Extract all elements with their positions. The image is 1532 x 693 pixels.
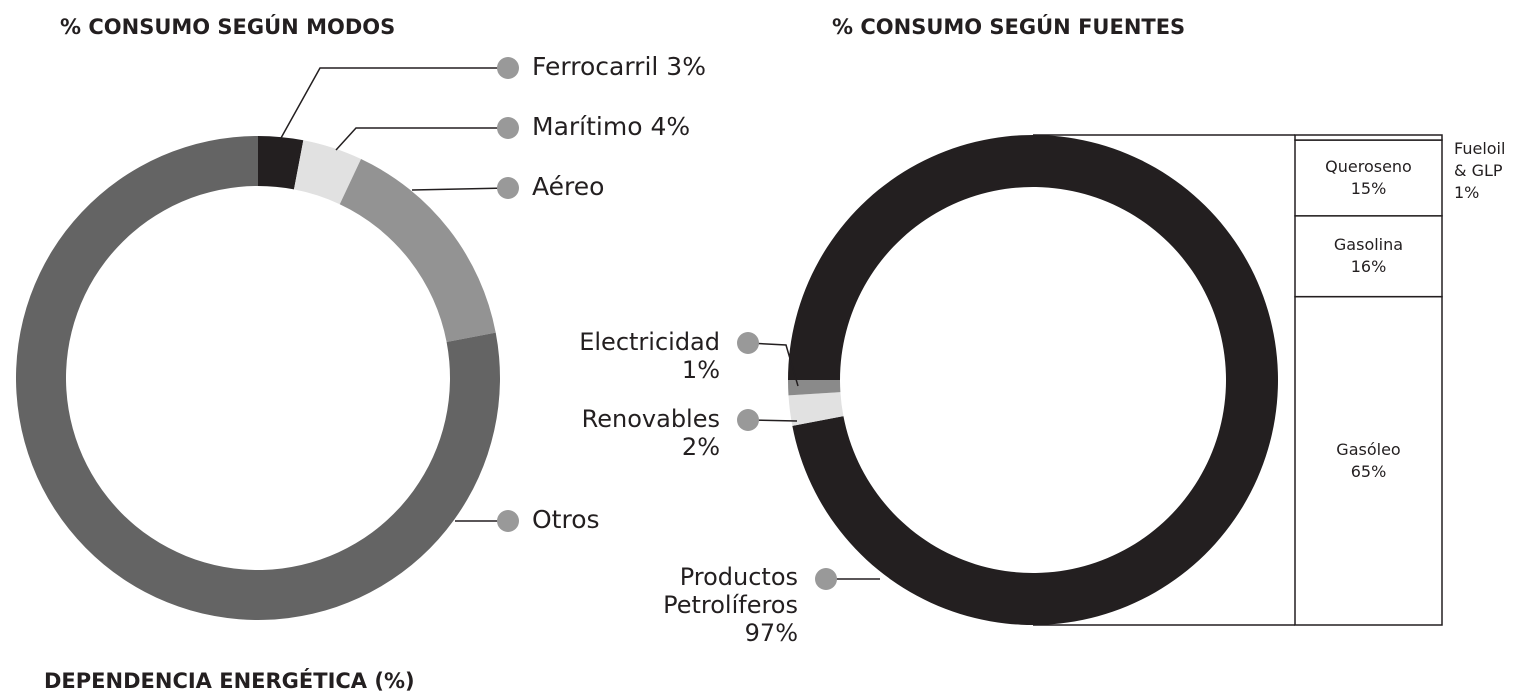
segment-label: Gasóleo 65% [1295, 439, 1442, 483]
segment-name: Gasóleo [1336, 439, 1401, 459]
segment-name: Queroseno [1325, 156, 1412, 176]
bar-segment [1294, 215, 1443, 298]
legend-dot [737, 409, 759, 431]
legend-name: Otros [532, 505, 600, 534]
chart-title: % CONSUMO SEGÚN FUENTES [832, 14, 1185, 39]
legend-value: 4% [650, 112, 690, 141]
segment-label: Queroseno 15% [1295, 156, 1442, 200]
slice-name: Electricidad [579, 328, 720, 356]
bar-segment [1294, 134, 1443, 141]
legend-label: Aéreo [532, 172, 604, 201]
chart-title: % CONSUMO SEGÚN MODOS [60, 14, 395, 39]
donut-segment [258, 136, 304, 190]
slice-name: Productos Petrolíferos [663, 563, 798, 619]
legend-name: Aéreo [532, 172, 604, 201]
legend-dot [497, 117, 519, 139]
segment-label: Gasolina 16% [1295, 234, 1442, 278]
bar-segment [1294, 139, 1443, 217]
leader-line [335, 127, 508, 151]
slice-value: 2% [681, 433, 720, 461]
segment-name: Fueloil & GLP [1454, 139, 1506, 180]
donut-segment [339, 159, 496, 343]
legend-value: 3% [666, 52, 706, 81]
legend-name: Marítimo [532, 112, 643, 141]
legend-dot [497, 57, 519, 79]
slice-label: Renovables 2% [550, 405, 720, 461]
donut-segment [788, 392, 844, 426]
slice-name: Renovables [581, 405, 720, 433]
legend-label: Ferrocarril 3% [532, 52, 706, 81]
leader-line [411, 187, 509, 191]
donut-segment [788, 135, 1278, 626]
segment-value: 15% [1350, 178, 1387, 198]
bar-segment [1294, 295, 1443, 626]
leader-line [280, 67, 508, 139]
legend-dot [815, 568, 837, 590]
segment-value: 65% [1350, 461, 1387, 481]
heading: DEPENDENCIA ENERGÉTICA (%) [44, 668, 415, 693]
legend-dot [497, 177, 519, 199]
segment-label: Fueloil & GLP 1% [1454, 138, 1512, 204]
donut-segment [788, 380, 841, 396]
legend-dot [737, 332, 759, 354]
donut-segment [293, 140, 362, 205]
leader-line [747, 342, 799, 387]
legend-dot [497, 510, 519, 532]
legend-label: Marítimo 4% [532, 112, 690, 141]
slice-value: 1% [681, 356, 720, 384]
legend-name: Ferrocarril [532, 52, 658, 81]
legend-label: Otros [532, 505, 600, 534]
slice-label: Productos Petrolíferos 97% [628, 563, 798, 647]
segment-value: 1% [1454, 183, 1480, 202]
slice-value: 97% [744, 619, 798, 647]
segment-value: 16% [1350, 257, 1387, 277]
slice-label: Electricidad 1% [550, 328, 720, 384]
segment-name: Gasolina [1333, 235, 1404, 255]
